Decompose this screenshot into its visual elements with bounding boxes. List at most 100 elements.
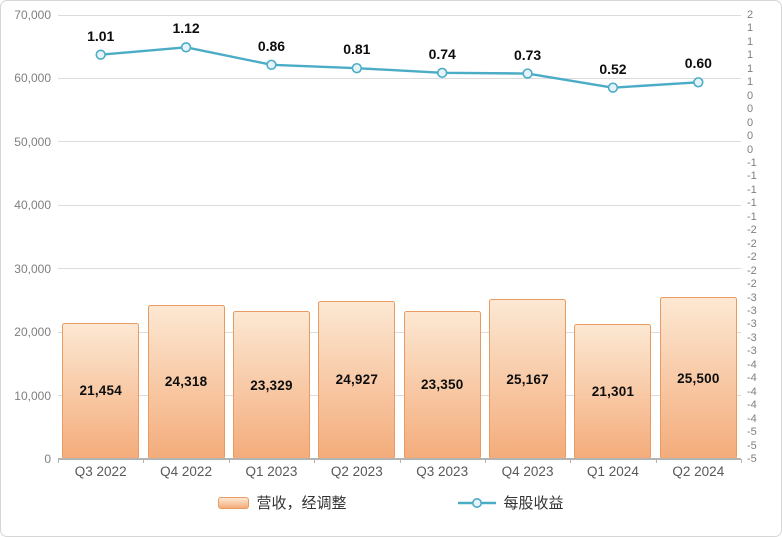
revenue-swatch-icon — [218, 496, 250, 509]
x-axis-tickmark — [314, 459, 316, 463]
right-axis-tick-label: 1 — [747, 76, 754, 89]
right-axis-tick-label: -2 — [747, 237, 757, 250]
line-value-label: 0.60 — [684, 55, 712, 72]
right-axis-tick-label: 1 — [747, 62, 754, 75]
gridline — [58, 141, 741, 143]
right-axis-tick-label: -4 — [747, 412, 757, 425]
left-axis-tick-label: 40,000 — [14, 198, 51, 213]
right-axis-tick-label: -4 — [747, 372, 757, 385]
right-axis-tick-label: -2 — [747, 278, 757, 291]
left-axis-tick-label: 50,000 — [14, 134, 51, 149]
right-axis-tick-label: -4 — [747, 385, 757, 398]
x-axis-tickmark — [58, 459, 59, 463]
legend-item-eps: 每股收益 — [457, 492, 564, 513]
right-axis-tick-label: 1 — [747, 22, 754, 35]
x-axis-label: Q1 2024 — [587, 464, 639, 479]
bar-value-label: 25,500 — [677, 370, 720, 386]
x-axis-line — [58, 458, 741, 460]
left-axis-tick-label: 0 — [44, 452, 51, 466]
bar: 21,454 — [62, 322, 140, 459]
line-value-label: 0.52 — [599, 60, 627, 77]
x-axis-label: Q1 2023 — [245, 464, 298, 479]
bar: 21,301 — [574, 323, 652, 459]
bar-value-label: 25,167 — [506, 371, 549, 387]
x-axis-label: Q2 2023 — [330, 464, 383, 479]
x-axis-tickmark — [228, 459, 230, 463]
x-axis-label: Q3 2022 — [74, 464, 127, 479]
legend-eps-label: 每股收益 — [503, 496, 564, 512]
gridline — [58, 331, 741, 333]
bar: 23,329 — [232, 311, 310, 459]
eps-line-marker-icon — [457, 497, 496, 508]
legend-item-revenue: 营收，经调整 — [218, 492, 347, 513]
gridline — [58, 395, 741, 397]
right-axis-tick-label: 1 — [747, 49, 754, 62]
bar: 23,350 — [403, 310, 481, 459]
line-marker — [180, 42, 192, 53]
bar: 24,927 — [318, 300, 396, 459]
line-marker — [351, 62, 363, 74]
bar-value-label: 23,329 — [250, 377, 293, 393]
x-axis-tickmark — [570, 459, 572, 463]
right-axis-tick-label: -2 — [747, 264, 757, 277]
right-axis-tick-label: 0 — [747, 143, 754, 156]
right-axis-tick-label: 2 — [747, 9, 754, 21]
right-axis-tick-label: -2 — [747, 251, 757, 264]
right-axis-tick-label: -3 — [747, 291, 757, 304]
right-axis-tick-label: -2 — [747, 224, 757, 237]
right-axis-tick-label: -3 — [747, 305, 757, 317]
left-axis-tick-label: 60,000 — [14, 71, 51, 86]
gridline — [58, 204, 741, 206]
line-marker — [95, 49, 106, 60]
bar-value-label: 24,927 — [335, 372, 379, 388]
x-axis-tickmark — [399, 459, 401, 463]
right-axis-tick-label: 0 — [747, 130, 754, 143]
bar-value-label: 24,318 — [164, 374, 208, 390]
gridline — [58, 77, 741, 79]
x-axis-tickmark — [143, 459, 145, 463]
line-marker — [522, 68, 533, 79]
legend: 营收，经调整 每股收益 — [1, 492, 781, 513]
left-axis-tick-label: 10,000 — [14, 388, 51, 403]
left-axis-tick-label: 20,000 — [14, 325, 51, 340]
right-axis-tick-label: -1 — [747, 170, 757, 183]
line-value-label: 0.73 — [513, 46, 542, 63]
right-axis-tick-label: -5 — [747, 426, 757, 439]
line-marker — [436, 67, 448, 79]
legend-revenue-label: 营收，经调整 — [256, 496, 347, 512]
bar-value-label: 23,350 — [420, 377, 464, 393]
bar-value-label: 21,454 — [79, 383, 122, 399]
line-value-label: 1.01 — [87, 27, 115, 44]
bar: 25,167 — [489, 299, 567, 459]
line-marker — [607, 82, 619, 93]
line-value-label: 0.86 — [257, 37, 286, 54]
right-axis-tick-label: -3 — [747, 331, 757, 344]
x-axis-label: Q2 2024 — [672, 464, 725, 479]
line-value-label: 1.12 — [172, 20, 200, 37]
bar-value-label: 21,301 — [591, 383, 635, 399]
gridline — [58, 14, 741, 16]
right-axis-tick-label: -3 — [747, 345, 757, 358]
x-axis-tickmark — [484, 459, 486, 463]
right-axis-tick-label: -1 — [747, 157, 757, 169]
right-axis-tick-label: -4 — [747, 399, 757, 412]
right-axis-tick-label: -1 — [747, 183, 757, 196]
right-axis-tick-label: 0 — [747, 89, 754, 102]
right-axis-tick-label: 1 — [747, 35, 754, 48]
line-marker — [266, 59, 277, 70]
bar: 25,500 — [659, 297, 737, 459]
line-value-label: 0.81 — [343, 41, 371, 58]
x-axis-label: Q3 2023 — [416, 464, 469, 479]
right-axis-tick-label: -4 — [747, 358, 757, 371]
right-axis-tick-label: -5 — [747, 439, 757, 452]
line-value-label: 0.74 — [428, 45, 456, 62]
left-axis-tick-label: 30,000 — [14, 261, 51, 276]
bar: 24,318 — [147, 304, 225, 459]
line-marker — [693, 77, 704, 88]
gridline — [58, 268, 741, 270]
right-axis-tick-label: -5 — [747, 453, 757, 465]
left-axis-tick-label: 70,000 — [14, 8, 51, 22]
x-axis-label: Q4 2022 — [160, 464, 212, 479]
x-axis-tickmark — [741, 459, 742, 463]
